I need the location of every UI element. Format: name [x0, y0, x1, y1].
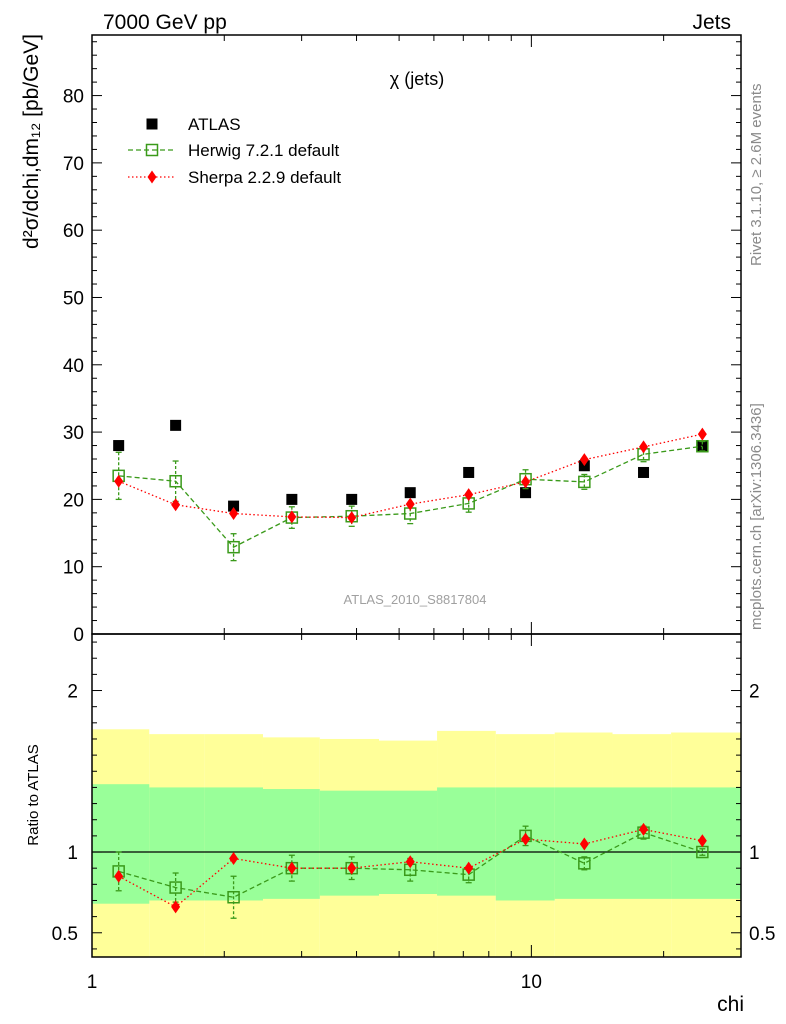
band-green: [149, 787, 205, 901]
legend-label: ATLAS: [188, 115, 241, 134]
data-point: [169, 474, 182, 488]
data-point: [697, 427, 707, 441]
data-point: [346, 493, 358, 505]
ratio-bands: [92, 729, 741, 957]
watermark: ATLAS_2010_S8817804: [344, 592, 487, 607]
ratio-y-tick-label-right: 1: [749, 843, 760, 864]
band-green: [671, 787, 741, 899]
data-point: [639, 440, 649, 454]
ratio-y-tick-label-right: 2: [749, 682, 760, 703]
y-tick-label: 50: [63, 288, 84, 309]
series-line: [118, 433, 703, 519]
axes: 0 10 20 30 40 50 60 70 80 0.5 0.5 1 1 2 2 1 10: [52, 34, 775, 993]
data-point: [114, 474, 124, 488]
data-point: [286, 493, 298, 505]
ratio-frame: [91, 633, 742, 958]
data-point: [170, 419, 182, 431]
data-point: [229, 851, 239, 865]
y-tick-label: 0: [73, 625, 84, 646]
data-point: [287, 510, 297, 524]
data-point: [579, 837, 589, 851]
legend-marker: [146, 118, 158, 130]
data-point: [696, 440, 708, 452]
series-line: [118, 831, 703, 898]
data-point: [169, 881, 182, 894]
data-point: [228, 500, 240, 512]
y-tick-label: 30: [63, 423, 84, 444]
chart-title: χ (jets): [390, 69, 444, 89]
legend: ATLAS Herwig 7.2.1 default Sherpa 2.2.9 de…: [128, 115, 341, 187]
y-tick-label: 60: [63, 221, 84, 242]
header-left: 7000 GeV pp: [103, 11, 227, 34]
y-tick-label: 80: [63, 87, 84, 108]
data-point: [696, 439, 709, 453]
data-point: [171, 900, 181, 914]
series-line: [118, 828, 703, 908]
x-axis-label: chi: [717, 993, 744, 1016]
y-axis-label-main: d²σ/dchi,dm₁₂ [pb/GeV]: [20, 34, 43, 249]
data-point: [405, 855, 415, 869]
y-tick-label: 70: [63, 154, 84, 175]
ratio-y-tick-label: 1: [67, 843, 78, 864]
mcplots-label: mcplots.cern.ch [arXiv:1306.3436]: [748, 403, 765, 630]
main-series: [112, 419, 709, 562]
data-point: [287, 861, 297, 875]
y-tick-label: 20: [63, 490, 84, 511]
ratio-y-tick-label: 0.5: [52, 924, 78, 945]
band-green: [437, 787, 496, 896]
band-green: [612, 787, 672, 899]
y-axis-label-ratio: Ratio to ATLAS: [25, 744, 42, 845]
data-point: [578, 475, 591, 489]
legend-marker: [145, 143, 159, 157]
data-point: [227, 890, 240, 904]
data-point: [464, 488, 474, 502]
ratio-series: [112, 822, 709, 919]
data-point: [347, 511, 357, 525]
data-point: [639, 822, 649, 836]
legend-label: Herwig 7.2.1 default: [188, 141, 339, 160]
ratio-y-tick-label-right: 0.5: [749, 924, 775, 945]
band-green: [379, 790, 438, 895]
data-point: [227, 540, 240, 554]
data-point: [579, 453, 589, 467]
data-point: [521, 832, 531, 846]
x-tick-label: 1: [87, 972, 98, 993]
data-point: [114, 869, 124, 883]
data-point: [638, 466, 650, 478]
x-tick-label: 10: [521, 972, 542, 993]
data-point: [463, 466, 475, 478]
data-point: [578, 857, 591, 870]
legend-marker: [147, 170, 157, 184]
band-green: [319, 790, 380, 896]
band-green: [92, 784, 150, 904]
legend-label: Sherpa 2.2.9 default: [188, 168, 341, 187]
band-green: [262, 789, 320, 899]
header-right: Jets: [692, 11, 731, 34]
data-point: [405, 497, 415, 511]
data-point: [404, 487, 416, 499]
data-point: [521, 475, 531, 489]
data-point: [113, 440, 125, 452]
data-point: [697, 834, 707, 848]
data-point: [229, 507, 239, 521]
data-point: [171, 498, 181, 512]
data-point: [520, 487, 532, 499]
data-point: [464, 861, 474, 875]
data-point: [347, 861, 357, 875]
y-tick-label: 40: [63, 356, 84, 377]
ratio-y-tick-label: 2: [67, 682, 78, 703]
y-tick-label: 10: [63, 558, 84, 579]
rivet-version-label: Rivet 3.1.10, ≥ 2.6M events: [748, 83, 765, 267]
